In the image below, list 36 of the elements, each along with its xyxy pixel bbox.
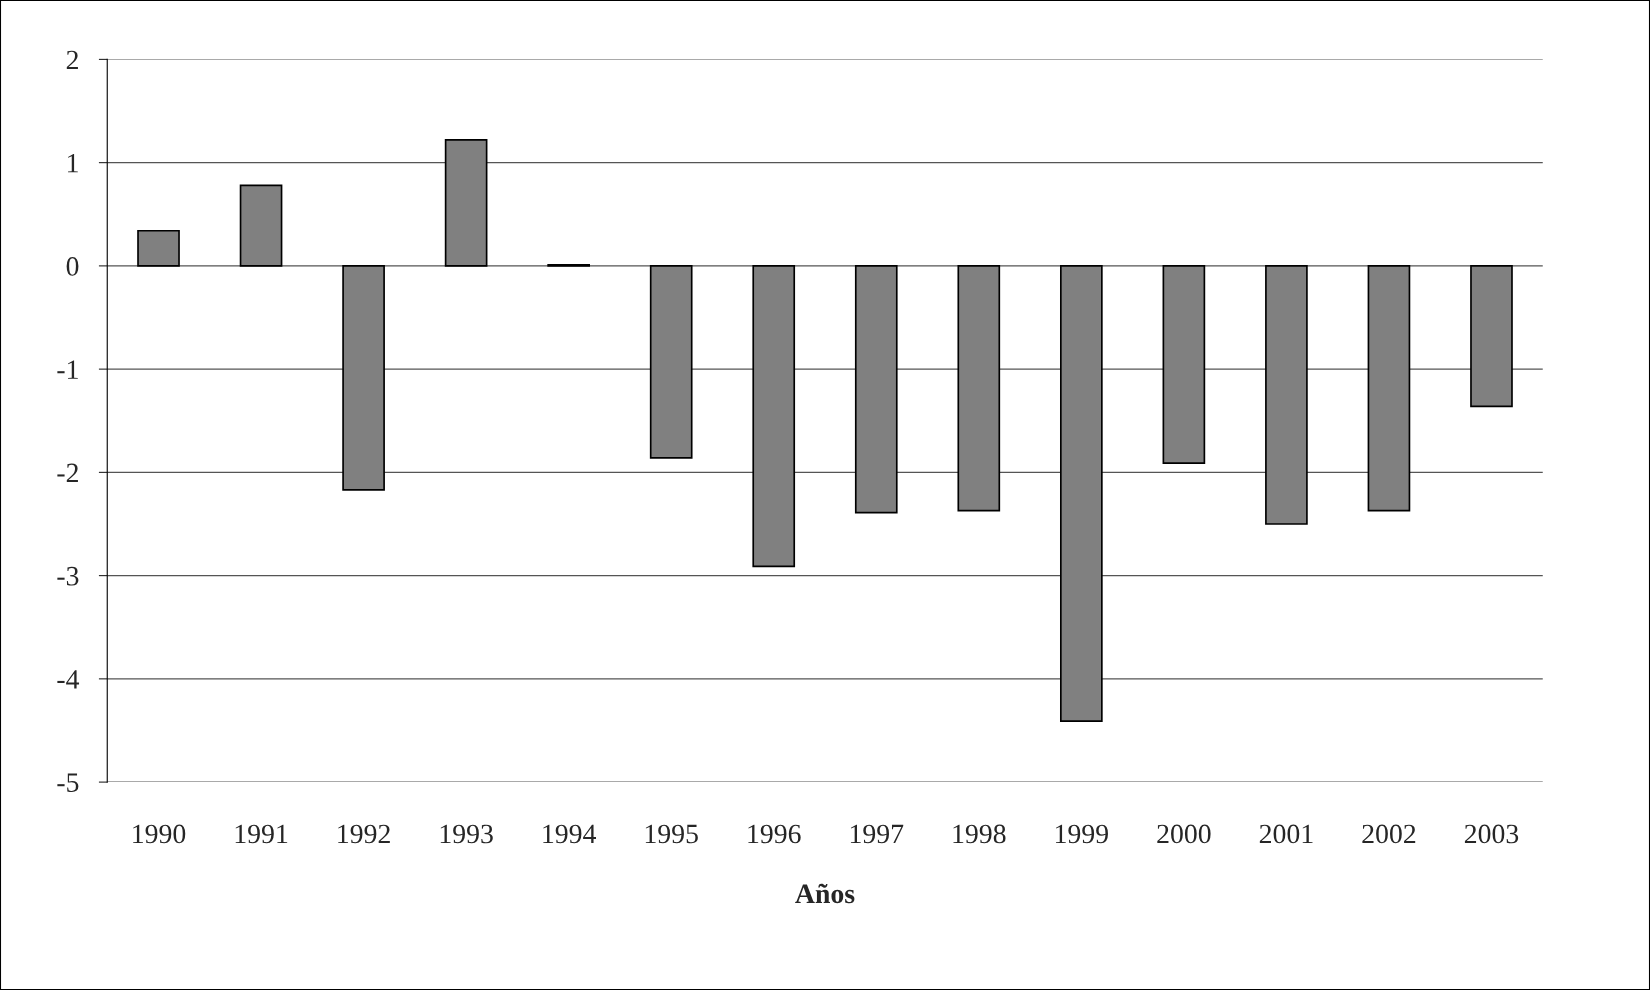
x-tick-label: 1992 — [338, 824, 390, 844]
x-tick-label: 1993 — [440, 824, 493, 844]
bar — [1265, 265, 1308, 525]
x-tick-label: 2001 — [1259, 824, 1313, 844]
bar — [1162, 265, 1206, 464]
x-tick-label: 1994 — [543, 824, 596, 844]
bar — [957, 265, 1001, 512]
x-tick-label: 1991 — [235, 824, 288, 844]
bar — [649, 265, 693, 459]
x-tick-label: 1998 — [953, 824, 1006, 844]
bar — [342, 265, 385, 491]
bar — [137, 229, 180, 267]
x-tick-label: 2003 — [1464, 824, 1519, 844]
x-tick-label: 1999 — [1056, 824, 1108, 844]
bar — [239, 184, 283, 267]
x-tick-label: 1990 — [133, 824, 186, 844]
y-tick-label: 2 — [66, 50, 78, 70]
x-tick-label: 1996 — [748, 824, 801, 844]
y-tick-label: -1 — [57, 360, 78, 379]
bar — [752, 265, 796, 568]
x-tick-label: 2002 — [1362, 824, 1416, 844]
y-tick-label: -5 — [57, 773, 79, 793]
y-tick-label: -2 — [57, 463, 78, 483]
y-tick-label: -3 — [57, 566, 79, 586]
x-axis-title: Años — [795, 883, 855, 904]
y-tick-label: 0 — [66, 257, 79, 276]
x-tick-label: 1997 — [850, 824, 904, 844]
bar — [1470, 265, 1513, 408]
bar — [444, 139, 488, 267]
y-tick-label: -4 — [57, 670, 80, 689]
x-tick-label: 1995 — [645, 824, 698, 844]
y-tick-label: 1 — [68, 153, 78, 173]
bar — [1059, 265, 1103, 723]
bar — [1367, 265, 1411, 512]
bar — [854, 265, 898, 514]
x-tick-label: 2000 — [1157, 824, 1211, 844]
